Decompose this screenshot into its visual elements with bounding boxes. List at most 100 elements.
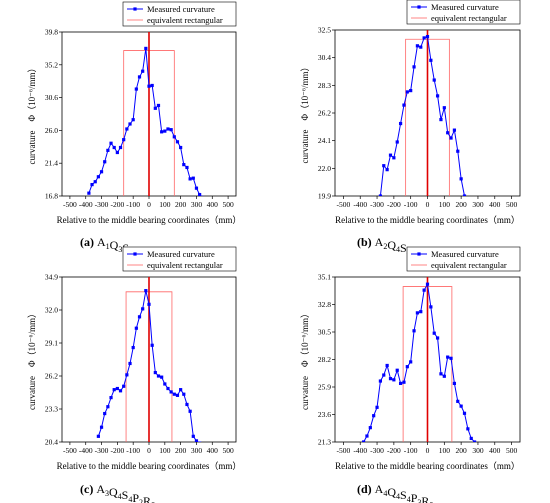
x-tick-label: 200 <box>175 200 187 209</box>
y-tick-label: 32.0 <box>45 306 58 315</box>
x-tick-label: 300 <box>472 446 484 455</box>
x-tick-label: 300 <box>191 446 203 455</box>
x-axis-label: Relative to the middle bearing coordinat… <box>57 461 242 471</box>
measured-point <box>395 140 399 144</box>
chart-panel-4: -500 -400 -300 -200 -100 0 100 200 300 400 500 21.3… <box>300 246 521 503</box>
y-tick-label: 35.2 <box>45 60 58 69</box>
x-tick-label: -500 <box>63 446 77 455</box>
measured-point <box>147 302 151 306</box>
measured-point <box>144 46 148 50</box>
measured-point <box>361 440 366 442</box>
measured-point <box>103 411 107 416</box>
y-tick-label: 34.9 <box>45 273 58 282</box>
measured-point <box>378 194 383 196</box>
measured-point <box>439 117 443 122</box>
measured-point <box>375 405 379 409</box>
y-tick-label: 29.1 <box>45 339 58 348</box>
measured-point <box>382 373 386 377</box>
x-tick-label: -300 <box>95 446 109 455</box>
x-tick-label: 100 <box>439 446 451 455</box>
measured-point <box>182 392 186 396</box>
measured-point <box>156 374 161 378</box>
x-tick-label: 0 <box>426 200 430 209</box>
x-tick-label: -200 <box>387 200 401 209</box>
y-tick-label: 26.2 <box>318 109 331 118</box>
measured-point <box>402 103 406 107</box>
measured-point <box>150 343 154 347</box>
measured-point <box>385 168 389 172</box>
y-tick-label: 26.0 <box>45 126 58 135</box>
measured-point <box>432 78 436 82</box>
y-tick-label: 30.5 <box>318 328 331 337</box>
measured-point <box>188 409 192 413</box>
x-axis-label: Relative to the middle bearing coordinat… <box>57 215 242 225</box>
x-tick-label: 0 <box>147 200 151 209</box>
measured-point <box>150 83 154 88</box>
x-tick-label: 400 <box>489 446 501 455</box>
measured-point <box>175 393 180 397</box>
measured-point <box>439 372 443 376</box>
measured-point <box>459 177 463 181</box>
measured-point <box>106 148 110 152</box>
y-tick-label: 25.9 <box>318 383 331 392</box>
y-tick-label: 23.3 <box>45 405 58 414</box>
y-tick-label: 28.3 <box>318 81 331 90</box>
measured-point <box>372 414 376 418</box>
measured-point <box>99 170 104 174</box>
measured-point <box>153 106 157 110</box>
measured-point <box>365 434 369 438</box>
legend-measured-label: Measured curvature <box>147 4 215 14</box>
measured-point <box>415 44 420 48</box>
y-tick-label: 35.1 <box>318 273 331 282</box>
y-tick-label: 26.2 <box>45 372 58 381</box>
measured-point <box>169 390 173 394</box>
measured-point <box>99 425 104 429</box>
measured-point <box>435 336 440 340</box>
legend-measured-marker <box>417 252 421 256</box>
x-tick-label: -400 <box>79 200 93 209</box>
measured-point <box>141 69 145 73</box>
x-tick-label: 500 <box>506 446 518 455</box>
plot-content <box>378 30 467 196</box>
measured-point <box>412 65 416 69</box>
measured-point <box>409 360 413 364</box>
measured-point <box>131 345 135 350</box>
measured-point <box>185 402 189 407</box>
x-tick-label: -100 <box>404 200 418 209</box>
measured-point <box>392 156 396 160</box>
measured-point <box>125 373 129 377</box>
measured-point <box>160 375 164 379</box>
legend-measured-marker <box>417 5 421 9</box>
measured-point <box>112 388 116 392</box>
y-tick-label: 20.4 <box>45 438 58 447</box>
measured-point <box>201 195 205 196</box>
measured-point <box>392 378 396 382</box>
measured-point <box>93 180 97 184</box>
measured-point <box>452 381 457 386</box>
y-tick-label: 21.3 <box>318 438 331 447</box>
measured-point <box>425 282 430 286</box>
x-tick-label: 0 <box>426 446 430 455</box>
measured-point <box>446 355 450 359</box>
x-tick-label: 100 <box>159 200 171 209</box>
measured-point <box>194 439 199 442</box>
measured-point <box>435 94 440 98</box>
y-tick-label: 23.6 <box>318 410 331 419</box>
legend-rect-label: equivalent rectangular <box>147 15 223 25</box>
measured-point <box>179 145 183 150</box>
measured-point <box>169 128 173 132</box>
measured-point <box>466 427 470 431</box>
x-tick-label: 200 <box>175 446 187 455</box>
plot-content <box>96 277 202 442</box>
measured-point <box>172 392 176 396</box>
measured-point <box>402 380 406 384</box>
measured-point <box>87 191 91 195</box>
chart-panel-3: -500 -400 -300 -200 -100 0 100 200 300 400 500 20.4… <box>27 246 242 503</box>
x-tick-label: -200 <box>110 200 124 209</box>
measured-point <box>188 177 192 181</box>
measured-point <box>122 384 126 388</box>
x-tick-label: 300 <box>191 200 203 209</box>
measured-point <box>115 150 119 155</box>
measured-point <box>419 45 423 49</box>
